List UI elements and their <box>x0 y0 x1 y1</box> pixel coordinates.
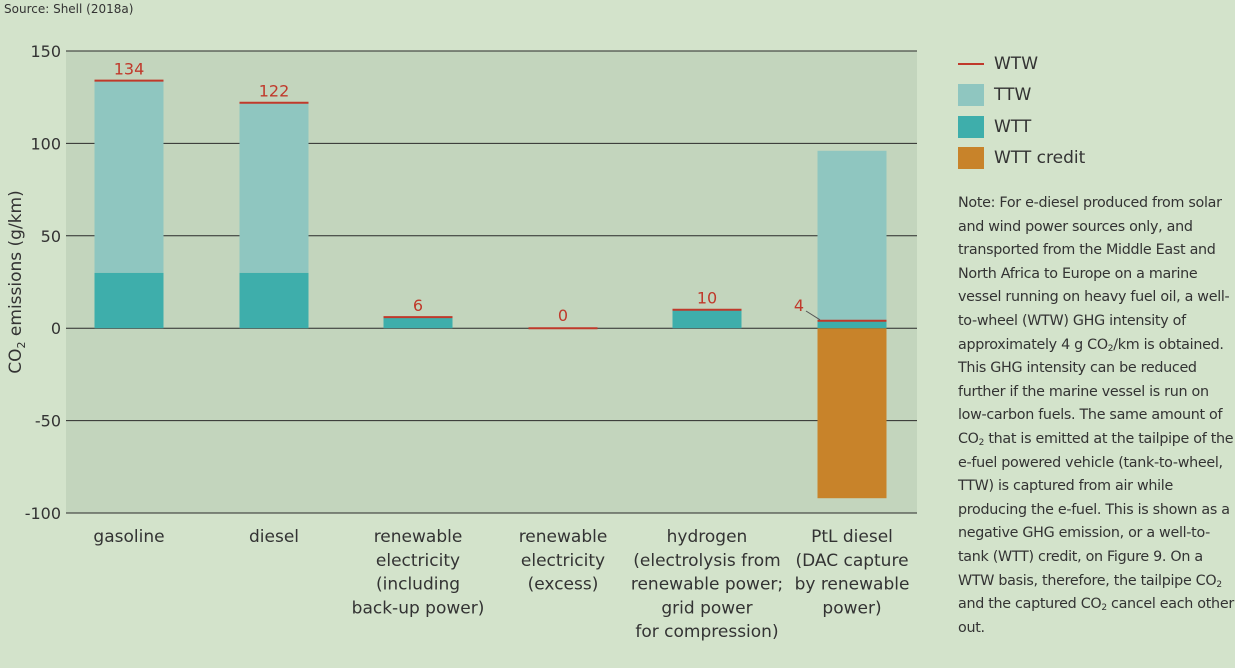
legend-label: WTT credit <box>994 148 1086 169</box>
bar-ttw <box>94 80 164 273</box>
bar-wtt <box>817 320 887 329</box>
legend-item-wtt-credit: WTT credit <box>958 143 1085 175</box>
legend-item-wtw: WTW <box>958 48 1085 80</box>
x-category-label: gasoline <box>93 527 164 547</box>
bar-wtt <box>94 272 164 329</box>
legend-item-ttw: TTW <box>958 80 1085 112</box>
y-tick-label: 100 <box>30 134 61 153</box>
y-tick-label: -50 <box>35 412 61 431</box>
wtw-value-label: 10 <box>697 289 717 308</box>
x-category-label: hydrogen (electrolysis from renewable powe… <box>631 527 783 642</box>
legend-swatch-ttw <box>958 84 984 107</box>
bar-ttw <box>817 150 887 321</box>
bars <box>94 80 887 499</box>
legend-item-wtt: WTT <box>958 111 1085 143</box>
x-category-label: renewable electricity (including back-up po… <box>352 527 485 618</box>
chart-note: Note: For e-diesel produced from solar a… <box>958 195 1234 636</box>
bar-wtt-credit <box>817 328 887 499</box>
wtw-value-label: 122 <box>259 82 290 101</box>
legend-swatch-wtt <box>958 115 984 138</box>
bar-wtt <box>239 272 309 329</box>
y-tick-labels: 150 100 50 0 -50 -100 <box>25 42 61 523</box>
y-tick-label: 0 <box>51 319 61 338</box>
source-note: Source: Shell (2018a) <box>4 2 134 16</box>
wtw-value-label: 6 <box>413 296 423 315</box>
x-category-labels: gasoline diesel renewable electricity (inclu… <box>93 527 909 642</box>
gridlines <box>66 50 917 514</box>
wtw-markers: 134 122 6 0 10 4 <box>94 60 887 330</box>
legend-label: TTW <box>994 85 1032 106</box>
y-tick-label: -100 <box>25 504 61 523</box>
legend-label: WTW <box>994 53 1039 74</box>
x-category-label: PtL diesel (DAC capture by renewable power) <box>795 527 910 618</box>
plot-area <box>66 51 917 513</box>
wtw-value-label: 134 <box>114 60 145 79</box>
wtw-value-label: 0 <box>558 306 568 325</box>
bar-chart: 134 122 6 0 10 4 150 100 50 0 -50 -100 gasoline die… <box>6 42 917 642</box>
bar-wtt <box>383 317 453 329</box>
y-tick-label: 150 <box>30 42 61 61</box>
bar-wtt <box>672 309 742 329</box>
x-category-label: diesel <box>249 527 299 547</box>
wtw-leader-line <box>805 310 821 321</box>
y-axis-label: CO2 emissions (g/km) <box>6 190 28 373</box>
legend: WTW TTW WTT WTT credit <box>958 48 1085 174</box>
legend-label: WTT <box>994 116 1032 137</box>
y-tick-label: 50 <box>41 227 61 246</box>
legend-swatch-wtt-credit <box>958 147 984 170</box>
x-category-label: renewable electricity (excess) <box>519 527 608 595</box>
legend-swatch-wtw <box>958 62 984 65</box>
wtw-value-label: 4 <box>794 296 804 315</box>
bar-ttw <box>239 102 309 273</box>
